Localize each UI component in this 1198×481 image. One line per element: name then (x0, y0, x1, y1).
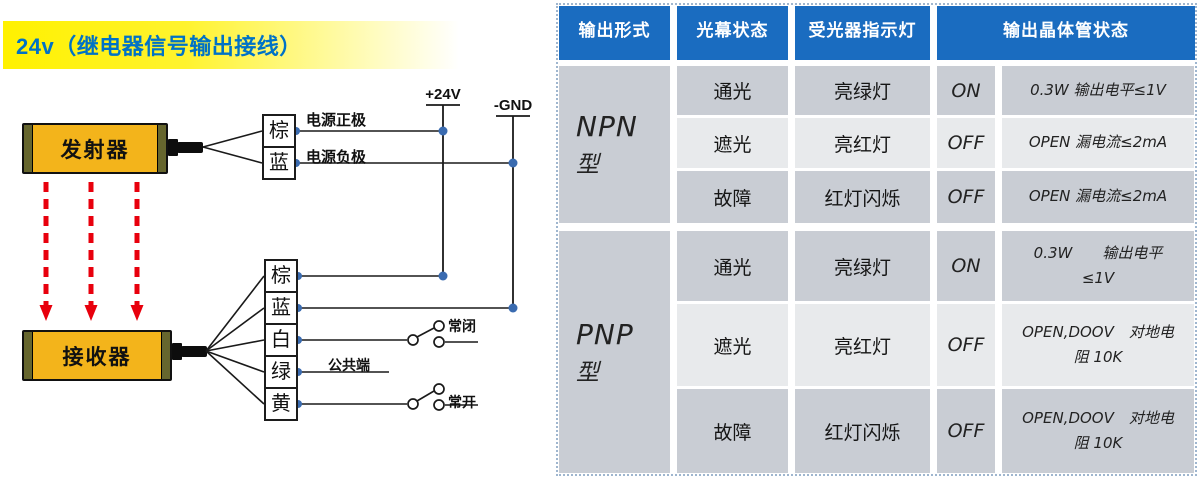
table-cell: ON (937, 231, 995, 301)
table-cell: OPEN 漏电流≤2mA (1002, 118, 1194, 168)
table-cell: 亮红灯 (795, 118, 930, 168)
block-endcap (161, 332, 170, 379)
type-suffix: 型 (576, 152, 599, 178)
rx-output-wires (294, 271, 518, 408)
receiver-label: 接收器 (62, 345, 132, 369)
no-switch (407, 383, 478, 411)
block-endcap (24, 125, 33, 172)
header-indicator: 受光器指示灯 (795, 6, 930, 60)
tx-wire-labels: 棕 蓝 (262, 114, 296, 180)
type-suffix: 型 (576, 359, 599, 386)
table-cell: 亮红灯 (795, 304, 930, 386)
table-cell: 故障 (677, 389, 788, 473)
table-cell: OFF (937, 389, 995, 473)
table-cell: OPEN 漏电流≤2mA (1002, 171, 1194, 223)
title-banner: 24v（继电器信号输出接线） (3, 21, 459, 69)
table-cell: OFF (937, 304, 995, 386)
table-header-row: 输出形式 光幕状态 受光器指示灯 输出晶体管状态 (559, 6, 1195, 60)
rail-label-gnd: -GND (493, 97, 533, 114)
table-cell: 亮绿灯 (795, 231, 930, 301)
table-cell: 通光 (677, 66, 788, 115)
table-cell: OFF (937, 171, 995, 223)
table-cell: 0.3W 输出电平≤1V (1002, 66, 1194, 115)
pnp-type-cell: PNP 型 (559, 231, 670, 473)
header-curtain-state: 光幕状态 (677, 6, 788, 60)
npn-type-cell: NPN 型 (559, 66, 670, 223)
type-name: NPN (576, 110, 638, 143)
output-spec-table: 输出形式 光幕状态 受光器指示灯 输出晶体管状态 NPN 型 通光 亮绿灯 ON… (556, 3, 1197, 476)
transmitter-label: 发射器 (60, 138, 130, 162)
common-terminal-label: 公共端 (328, 357, 370, 373)
wiring-diagram-svg (39, 104, 530, 411)
block-endcap (157, 125, 166, 172)
tx-cable (168, 130, 263, 164)
pnp-section: PNP 型 通光 亮绿灯 ON 0.3W 输出电平 ≤1V 遮光 亮红灯 OFF… (559, 231, 1194, 473)
table-cell: 故障 (677, 171, 788, 223)
wire-label-brown: 棕 (264, 259, 298, 293)
normally-closed-label: 常闭 (448, 318, 476, 334)
normally-open-label: 常开 (448, 394, 476, 410)
table-cell: 遮光 (677, 304, 788, 386)
page-title: 24v（继电器信号输出接线） (16, 34, 302, 59)
wire-label-blue: 蓝 (264, 291, 298, 325)
table-cell: 红灯闪烁 (795, 389, 930, 473)
tx-power-wires (292, 126, 518, 168)
table-cell: 0.3W 输出电平 ≤1V (1002, 231, 1194, 301)
npn-section: NPN 型 通光 亮绿灯 ON 0.3W 输出电平≤1V 遮光 亮红灯 OFF … (559, 66, 1194, 223)
table-cell: OPEN,DOOV 对地电 阻 10K (1002, 304, 1194, 386)
type-name: PNP (576, 317, 634, 351)
receiver-block: 接收器 (22, 330, 172, 381)
power-positive-label: 电源正极 (306, 112, 367, 129)
table-cell: OPEN,DOOV 对地电 阻 10K (1002, 389, 1194, 473)
transmitter-block: 发射器 (22, 123, 168, 174)
table-cell: 红灯闪烁 (795, 171, 930, 223)
wire-label-blue: 蓝 (262, 146, 296, 180)
nc-switch (407, 320, 478, 348)
rx-wire-labels: 棕 蓝 白 绿 黄 (264, 259, 298, 421)
wire-label-yellow: 黄 (264, 387, 298, 421)
light-beam-arrows (39, 182, 144, 321)
wire-label-brown: 棕 (262, 114, 296, 148)
header-transistor-state: 输出晶体管状态 (937, 6, 1195, 60)
table-cell: OFF (937, 118, 995, 168)
wire-label-green: 绿 (264, 355, 298, 389)
table-cell: 亮绿灯 (795, 66, 930, 115)
rail-label-24v: +24V (425, 86, 461, 103)
table-cell: ON (937, 66, 995, 115)
block-endcap (24, 332, 33, 379)
wire-label-white: 白 (264, 323, 298, 357)
rx-cable (172, 275, 265, 405)
table-cell: 通光 (677, 231, 788, 301)
power-negative-label: 电源负极 (306, 149, 367, 166)
header-output-type: 输出形式 (559, 6, 670, 60)
table-cell: 遮光 (677, 118, 788, 168)
